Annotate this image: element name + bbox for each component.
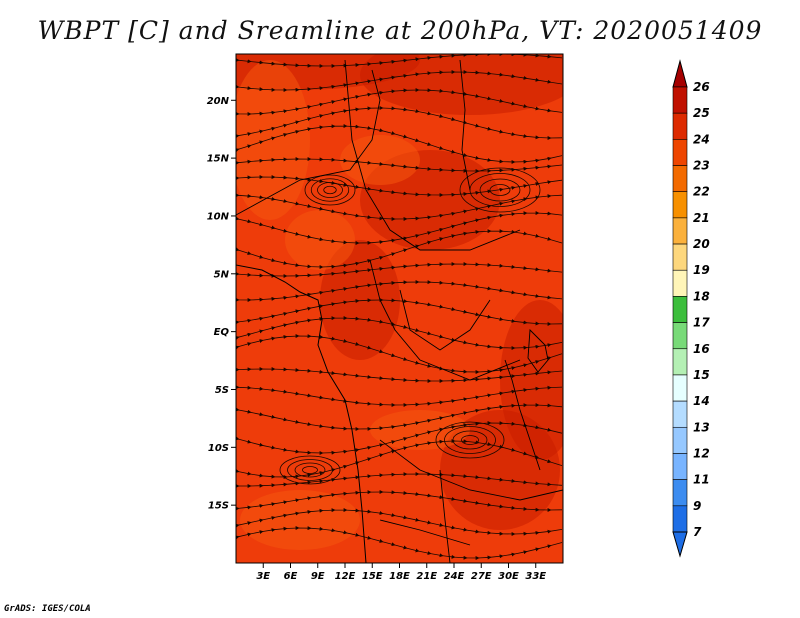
- grads-credit: GrADS: IGES/COLA: [4, 604, 91, 614]
- colorbar-segment-0: [672, 86, 688, 114]
- colorbar-segment-12: [672, 400, 688, 428]
- colorbar-bottom-arrow: [672, 531, 688, 558]
- lat-tick-label-2: 10N: [207, 211, 230, 222]
- lon-tick-label-4: 15E: [362, 571, 383, 582]
- colorbar-label-2: 24: [693, 132, 710, 146]
- lat-tick-label-3: 5N: [214, 269, 230, 280]
- colorbar-label-17: 7: [693, 525, 702, 539]
- colorbar-label-7: 19: [693, 263, 710, 277]
- coastlines-borders: [236, 59, 563, 563]
- colorbar-label-5: 21: [693, 211, 710, 225]
- lon-tick-label-7: 24E: [444, 571, 465, 582]
- colorbar-segment-10: [672, 348, 688, 376]
- lat-tick-label-6: 10S: [208, 443, 229, 454]
- lon-tick-label-8: 27E: [471, 571, 492, 582]
- colorbar-segment-9: [672, 322, 688, 350]
- colorbar-segment-15: [672, 479, 688, 507]
- colorbar-segment-16: [672, 505, 688, 533]
- colorbar-label-16: 9: [693, 499, 701, 513]
- lon-tick-label-3: 12E: [335, 571, 356, 582]
- colorbar: 26 25 24 23 22 21 20 19 18 17 16 15 14 13 12 11 9 7: [672, 59, 710, 558]
- lat-tick-label-4: EQ: [214, 327, 230, 338]
- colorbar-segment-3: [672, 165, 688, 193]
- lon-tick-label-0: 3E: [256, 571, 270, 582]
- lon-tick-label-5: 18E: [389, 571, 410, 582]
- colorbar-segment-13: [672, 426, 688, 454]
- colorbar-label-8: 18: [693, 289, 710, 303]
- streamlines: [236, 54, 563, 561]
- lat-tick-label-5: 5S: [215, 385, 229, 396]
- lat-tick-label-7: 15S: [208, 501, 229, 512]
- colorbar-segment-8: [672, 296, 688, 323]
- colorbar-segment-6: [672, 243, 688, 271]
- colorbar-label-10: 16: [693, 342, 710, 356]
- colorbar-segment-4: [672, 191, 688, 219]
- lat-tick-label-1: 15N: [207, 154, 230, 165]
- longitude-axis: 3E 6E 9E 12E 15E 18E 21E 24E 27E 30E 33E: [256, 563, 546, 582]
- colorbar-label-3: 23: [693, 159, 710, 173]
- colorbar-label-15: 11: [693, 473, 710, 487]
- colorbar-label-11: 15: [693, 368, 710, 382]
- lon-tick-label-9: 30E: [498, 571, 519, 582]
- latitude-axis: 20N 15N 10N 5N EQ 5S 10S 15S: [207, 96, 236, 512]
- colorbar-segment-7: [672, 269, 688, 297]
- colorbar-label-0: 26: [693, 80, 710, 94]
- colorbar-top-arrow: [672, 59, 688, 88]
- colorbar-segment-5: [672, 217, 688, 245]
- colorbar-label-4: 22: [693, 185, 710, 199]
- colorbar-label-13: 13: [693, 420, 710, 434]
- lon-tick-label-2: 9E: [311, 571, 325, 582]
- colorbar-label-9: 17: [693, 316, 710, 330]
- lon-tick-label-6: 21E: [416, 571, 437, 582]
- colorbar-segment-2: [672, 139, 688, 166]
- colorbar-label-12: 14: [693, 394, 710, 408]
- lat-tick-label-0: 20N: [207, 96, 230, 107]
- lon-tick-label-10: 33E: [525, 571, 546, 582]
- page-title: WBPT [C] and Sreamline at 200hPa, VT: 20…: [37, 16, 763, 45]
- colorbar-label-14: 12: [693, 446, 710, 460]
- colorbar-label-1: 25: [693, 106, 710, 120]
- colorbar-label-6: 20: [693, 237, 710, 251]
- wbpt-field: [236, 54, 563, 563]
- colorbar-segment-1: [672, 112, 688, 140]
- colorbar-segment-11: [672, 374, 688, 402]
- lon-tick-label-1: 6E: [284, 571, 298, 582]
- colorbar-segment-14: [672, 453, 688, 480]
